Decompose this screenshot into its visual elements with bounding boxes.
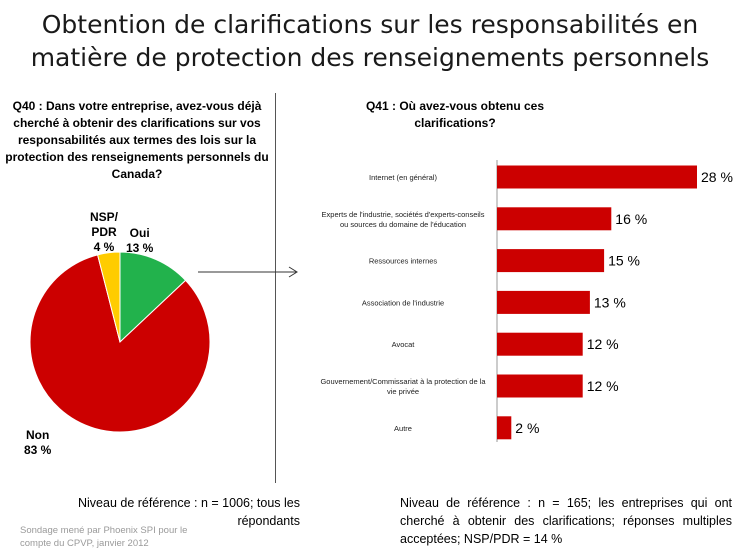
- bar-category-label-4: Association de l'industrie: [362, 298, 444, 307]
- bar-value-label-1: 28 %: [701, 169, 733, 185]
- pie-label-non-value: 83 %: [24, 443, 52, 457]
- q41-question: Q41 : Où avez-vous obtenu ces clarificat…: [365, 99, 545, 130]
- bar-value-label-7: 2 %: [515, 420, 539, 436]
- pie-label-nsp-value: 4 %: [93, 240, 115, 254]
- bar-7: [497, 416, 512, 440]
- bar-value-label-4: 13 %: [594, 294, 626, 310]
- bar-category-label-1: Internet (en général): [369, 173, 437, 182]
- bar-3: [497, 249, 605, 273]
- bar-5: [497, 332, 583, 356]
- bar-1: [497, 165, 697, 189]
- base-note-left: Niveau de référence : n = 1006; tous les…: [77, 496, 300, 528]
- bar-category-label-3: Ressources internes: [369, 257, 438, 266]
- connector-arrow: [198, 266, 298, 278]
- bar-2: [497, 207, 612, 231]
- base-note-right: Niveau de référence : n = 165; les entre…: [400, 496, 732, 546]
- bar-category-label-6: Gouvernement/Commissariat à la protectio…: [320, 377, 486, 396]
- pie-label-nsp-name: NSP/ PDR: [89, 210, 118, 239]
- pie-label-nsp: NSP/ PDR 4 %: [85, 210, 123, 255]
- bar-6: [497, 374, 583, 398]
- pie-slice-nsp-pdr: [97, 251, 121, 343]
- pie-label-non: Non 83 %: [24, 428, 51, 458]
- source-note: Sondage mené par Phoenix SPI pour le com…: [20, 525, 188, 549]
- pie-label-non-name: Non: [26, 428, 50, 442]
- bar-value-label-6: 12 %: [587, 378, 619, 394]
- pie-label-oui-name: Oui: [129, 226, 150, 240]
- pie-label-oui-value: 13 %: [126, 241, 154, 255]
- pie-slice-non: [29, 254, 211, 433]
- title-line-1: Obtention de clarifications sur les resp…: [41, 10, 699, 39]
- page-title: Obtention de clarifications sur les resp…: [0, 8, 740, 74]
- bar-value-label-5: 12 %: [587, 336, 619, 352]
- bar-value-label-3: 15 %: [608, 253, 640, 269]
- bar-chart: 28 % Internet (en général) 16 % Experts de …: [320, 160, 733, 442]
- bar-value-label-2: 16 %: [615, 211, 647, 227]
- bar-category-label-5: Avocat: [392, 340, 416, 349]
- bar-category-label-2: Experts de l'industrie, sociétés d'exper…: [322, 210, 485, 229]
- pie-slice-oui: [119, 251, 187, 344]
- bar-4: [497, 290, 590, 314]
- pie-chart: [29, 251, 211, 433]
- bar-category-label-7: Autre: [394, 424, 412, 433]
- q40-question: Q40 : Dans votre entreprise, avez-vous d…: [5, 99, 269, 181]
- title-line-2: matière de protection des renseignements…: [30, 43, 710, 72]
- vertical-divider: [275, 93, 276, 483]
- pie-label-oui: Oui 13 %: [126, 226, 153, 256]
